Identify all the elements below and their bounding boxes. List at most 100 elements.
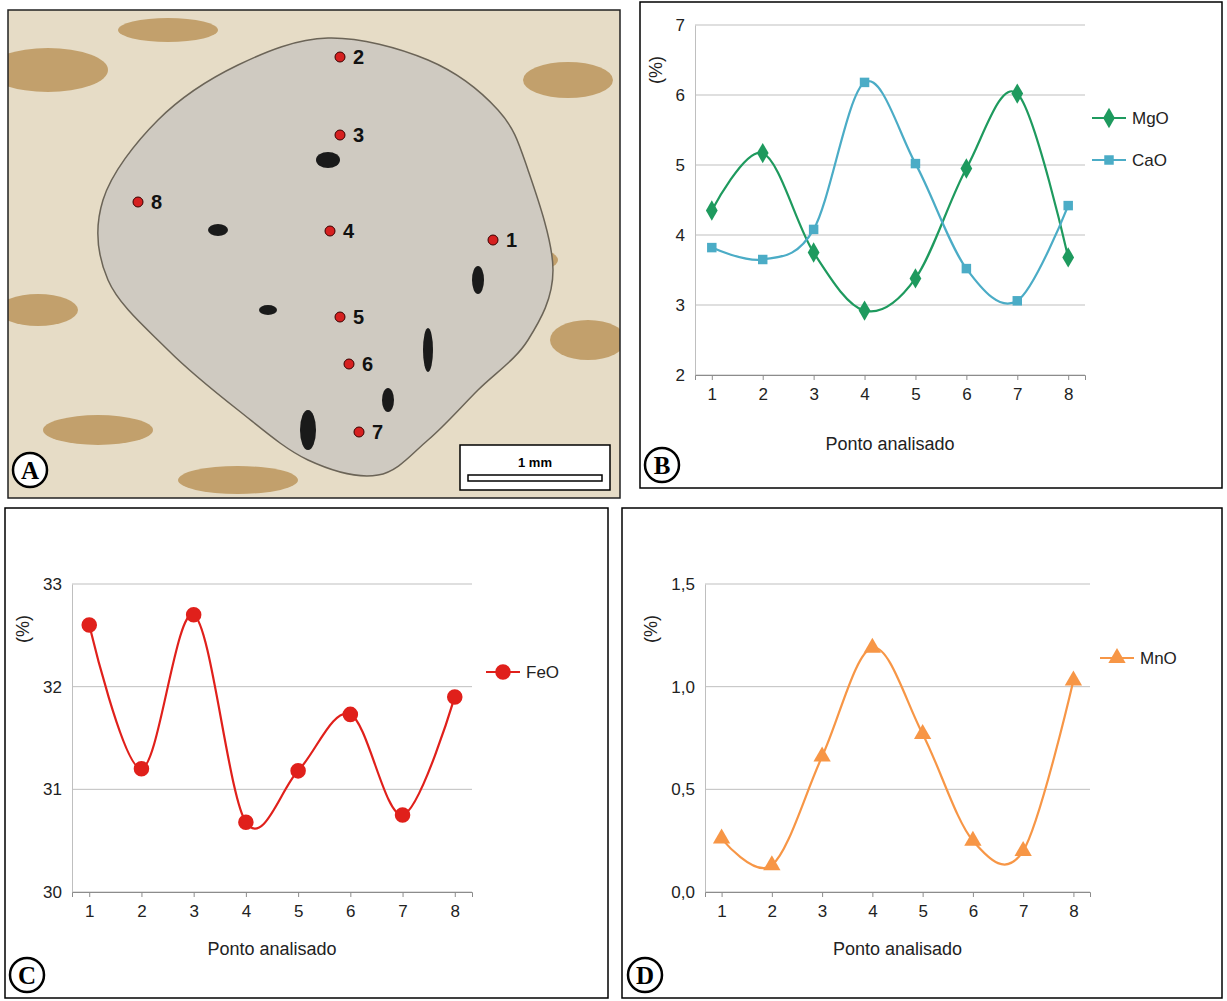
x-axis: 12345678 xyxy=(696,375,1086,404)
photo-mineral xyxy=(118,18,218,42)
analysis-point-label: 5 xyxy=(353,306,364,328)
y-tick: 0,5 xyxy=(671,780,705,799)
series-marker xyxy=(859,300,871,320)
x-tick-label: 1 xyxy=(708,385,717,404)
x-tick-mark xyxy=(915,375,916,380)
x-tick: 3 xyxy=(818,892,827,921)
analysis-point xyxy=(325,226,335,236)
x-tick-mark xyxy=(1017,375,1018,380)
x-tick: 2 xyxy=(768,892,777,921)
y-tick-label: 1,5 xyxy=(671,575,695,594)
x-axis-title: Ponto analisado xyxy=(207,939,336,959)
x-tick-mark xyxy=(872,892,873,897)
x-tick: 8 xyxy=(1064,375,1073,404)
grid-line xyxy=(695,235,1085,236)
y-tick-label: 32 xyxy=(43,678,62,697)
data-area xyxy=(713,638,1082,871)
series-marker xyxy=(186,607,202,623)
x-tick-mark xyxy=(763,375,764,380)
x-tick-mark xyxy=(973,892,974,897)
x-tick-mark xyxy=(814,375,815,380)
x-tick: 5 xyxy=(911,375,920,404)
scale-bar: 1 mm xyxy=(460,445,610,490)
x-tick-mark xyxy=(923,892,924,897)
y-tick: 7 xyxy=(676,16,695,35)
analysis-point-label: 1 xyxy=(506,229,517,251)
y-tick: 0,0 xyxy=(671,883,705,902)
x-tick-mark xyxy=(194,892,195,897)
series-marker xyxy=(1062,247,1074,267)
series-marker xyxy=(960,158,972,178)
series-marker xyxy=(706,200,718,220)
y-tick-label: 3 xyxy=(676,296,685,315)
series-marker xyxy=(1063,201,1072,210)
x-tick: 7 xyxy=(398,892,407,921)
x-tick-mark xyxy=(1068,375,1069,380)
x-tick-label: 5 xyxy=(918,902,927,921)
series-marker xyxy=(290,763,306,779)
y-tick-label: 5 xyxy=(676,156,685,175)
series-marker xyxy=(1014,841,1031,856)
x-tick-mark xyxy=(966,375,967,380)
series-marker xyxy=(238,814,254,830)
x-tick-label: 4 xyxy=(868,902,877,921)
legend-label: MnO xyxy=(1140,649,1177,668)
analysis-point-label: 2 xyxy=(353,46,364,68)
y-tick-label: 31 xyxy=(43,780,62,799)
x-tick-mark xyxy=(246,892,247,897)
x-tick-label: 5 xyxy=(911,385,920,404)
photo-mineral xyxy=(43,415,153,445)
y-tick-label: 33 xyxy=(43,575,62,594)
panel-letter: B xyxy=(654,452,671,479)
x-tick-mark xyxy=(350,892,351,897)
series-line xyxy=(89,614,455,828)
y-tick: 6 xyxy=(676,86,695,105)
series-marker xyxy=(914,724,931,739)
photo-garnet xyxy=(98,38,553,476)
x-tick: 4 xyxy=(242,892,251,921)
series-marker xyxy=(808,242,820,262)
y-axis-line xyxy=(705,585,706,893)
legend-marker xyxy=(495,664,511,680)
y-axis-title: (%) xyxy=(646,56,666,84)
series-marker xyxy=(707,243,716,252)
legend-entry: CaO xyxy=(1092,151,1167,170)
series-marker xyxy=(713,829,730,844)
photo-mineral xyxy=(550,320,620,360)
x-tick-label: 8 xyxy=(1069,902,1078,921)
panel-frame xyxy=(5,508,608,998)
y-tick-label: 0,0 xyxy=(671,883,695,902)
x-tick-mark xyxy=(865,375,866,380)
x-tick: 2 xyxy=(758,375,767,404)
grid-line xyxy=(72,789,472,790)
x-tick: 3 xyxy=(189,892,198,921)
panel-letter-group: B xyxy=(645,448,679,482)
x-tick: 7 xyxy=(1013,375,1022,404)
x-tick-label: 3 xyxy=(818,902,827,921)
x-tick-label: 1 xyxy=(85,902,94,921)
grid-line xyxy=(705,584,1090,585)
panel-letter: C xyxy=(18,962,36,989)
x-axis-title: Ponto analisado xyxy=(825,434,954,454)
x-tick-label: 5 xyxy=(294,902,303,921)
analysis-point xyxy=(344,359,354,369)
grid-line xyxy=(705,686,1090,687)
panel-frame xyxy=(640,2,1222,488)
grid-line xyxy=(695,95,1085,96)
grid-line xyxy=(72,686,472,687)
y-tick-label: 30 xyxy=(43,883,62,902)
x-tick: 8 xyxy=(451,892,460,921)
x-tick-mark xyxy=(298,892,299,897)
photo-mineral xyxy=(523,62,613,98)
analysis-point xyxy=(335,312,345,322)
legend-entry: MnO xyxy=(1100,648,1177,668)
y-tick: 4 xyxy=(676,226,695,245)
x-axis-line xyxy=(696,376,1086,381)
x-tick: 6 xyxy=(346,892,355,921)
series-marker xyxy=(809,225,818,234)
scale-bar-bar xyxy=(468,475,602,481)
series-marker xyxy=(1065,671,1082,686)
photo-inclusion xyxy=(472,266,484,294)
figure: 123456781 mmA23456712345678Ponto analisa… xyxy=(0,0,1227,1001)
x-tick-label: 6 xyxy=(969,902,978,921)
